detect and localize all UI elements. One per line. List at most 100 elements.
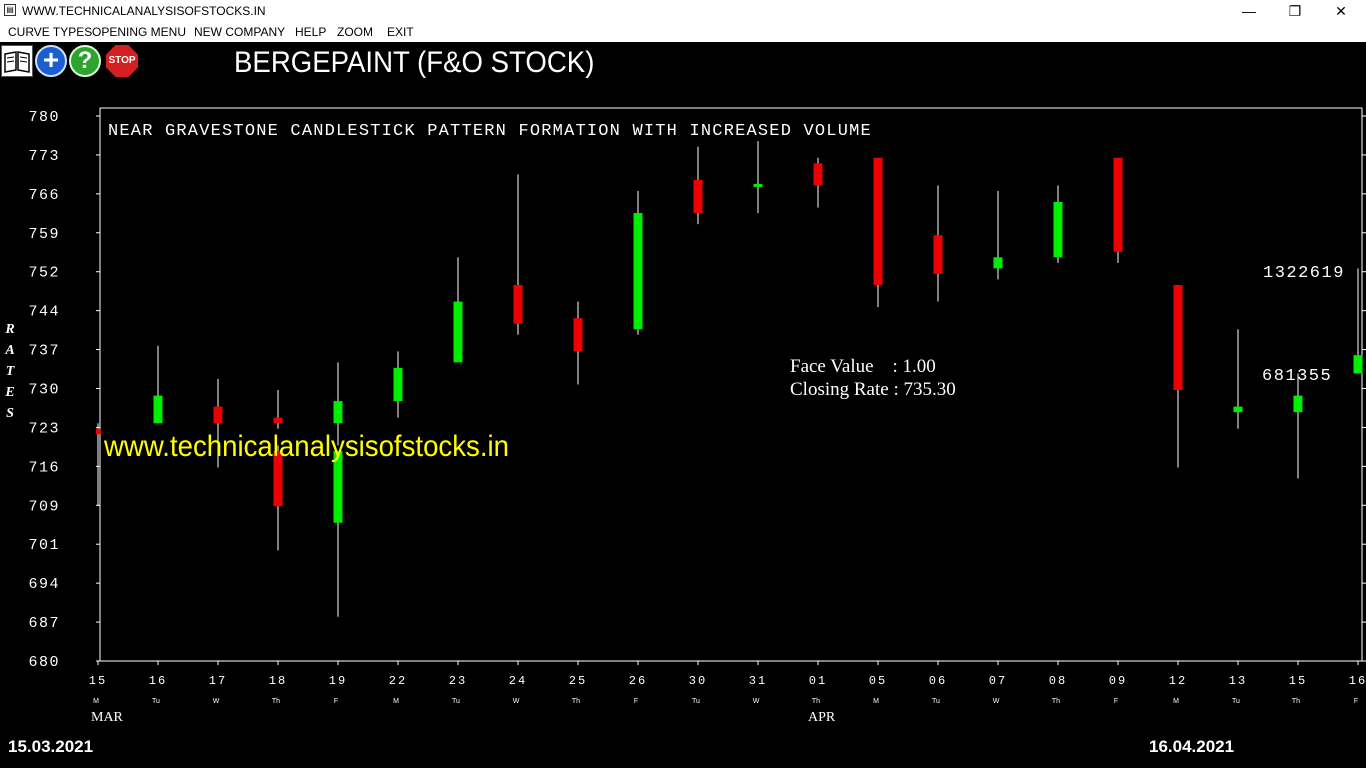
x-tick-weekday-label: M — [1173, 698, 1179, 705]
window-title: WWW.TECHNICALANALYSISOFSTOCKS.IN — [22, 4, 266, 18]
y-tick-label: 730 — [28, 382, 60, 399]
closing-rate: Closing Rate : 735.30 — [790, 379, 956, 400]
stock-info: Face Value : 1.00 Closing Rate : 735.30 — [790, 355, 956, 401]
menu-bar: CURVE TYPES OPENING MENU NEW COMPANY HEL… — [0, 22, 1366, 42]
candle-body-down — [96, 428, 101, 435]
x-tick-weekday-label: W — [513, 698, 520, 705]
y-axis-label-letter: E — [4, 385, 14, 400]
x-tick-weekday-label: Th — [812, 698, 820, 705]
menu-help[interactable]: HELP — [295, 25, 327, 39]
candle-body-down — [513, 284, 523, 324]
y-axis-label-letter: T — [6, 364, 16, 379]
y-axis-label-letter: A — [4, 343, 14, 358]
y-tick-label: 752 — [28, 265, 60, 282]
candle-body-down — [1113, 157, 1123, 252]
plus-icon[interactable]: + — [35, 45, 67, 77]
candle-body-up — [153, 395, 163, 424]
pattern-text: NEAR GRAVESTONE CANDLESTICK PATTERN FORM… — [108, 122, 872, 141]
menu-exit[interactable]: EXIT — [387, 25, 414, 39]
x-tick-weekday-label: Th — [572, 698, 580, 705]
candle-body-up — [1353, 355, 1363, 374]
candle-body-down — [813, 163, 823, 186]
menu-zoom[interactable]: ZOOM — [337, 25, 373, 39]
x-tick-weekday-label: Tu — [932, 698, 940, 705]
y-tick-label: 759 — [28, 226, 60, 243]
x-tick-day-label: 07 — [989, 674, 1007, 688]
candle-body-up — [1233, 406, 1243, 413]
volume-label-low: 681355 — [1262, 367, 1333, 386]
start-date: 15.03.2021 — [8, 737, 94, 756]
website-watermark: www.technicalanalysisofstocks.in — [104, 430, 509, 463]
restore-button[interactable]: ❐ — [1288, 3, 1302, 19]
y-tick-label: 737 — [28, 343, 60, 360]
x-tick-weekday-label: F — [1114, 698, 1118, 705]
x-tick-weekday-label: Tu — [1232, 698, 1240, 705]
candle-body-up — [453, 301, 463, 363]
candle-body-up — [333, 450, 343, 523]
face-value: Face Value : 1.00 — [790, 356, 936, 377]
x-tick-weekday-label: Tu — [692, 698, 700, 705]
menu-new-company[interactable]: NEW COMPANY — [194, 25, 286, 39]
menu-curve-types[interactable]: CURVE TYPES — [8, 25, 93, 39]
candle-body-up — [1053, 202, 1063, 258]
book-icon[interactable] — [1, 45, 33, 77]
x-tick-weekday-label: M — [93, 698, 99, 705]
x-tick-day-label: 25 — [569, 674, 587, 688]
candle-body-down — [1173, 284, 1183, 391]
x-tick-weekday-label: Th — [1292, 698, 1300, 705]
x-tick-day-label: 13 — [1229, 674, 1247, 688]
chart-axes — [99, 107, 1363, 662]
y-tick-label: 716 — [28, 459, 60, 476]
stop-icon[interactable]: STOP — [106, 45, 138, 77]
month-label-apr: APR — [808, 710, 836, 725]
candle-body-down — [693, 179, 703, 214]
help-icon[interactable]: ? — [69, 45, 101, 77]
x-tick-weekday-label: W — [213, 698, 220, 705]
x-tick-day-label: 16 — [149, 674, 167, 688]
menu-opening-menu[interactable]: OPENING MENU — [92, 25, 187, 39]
x-tick-weekday-label: W — [993, 698, 1000, 705]
x-tick-day-label: 16 — [1349, 674, 1366, 688]
x-tick-day-label: 31 — [749, 674, 767, 688]
y-tick-label: 694 — [28, 576, 60, 593]
candle-body-up — [333, 401, 343, 424]
x-tick-weekday-label: F — [334, 698, 338, 705]
x-tick-weekday-label: W — [753, 698, 760, 705]
x-tick-weekday-label: Th — [272, 698, 280, 705]
x-tick-day-label: 09 — [1109, 674, 1127, 688]
y-tick-label: 773 — [28, 148, 60, 165]
candle-body-up — [633, 213, 643, 330]
y-tick-label: 780 — [28, 109, 60, 126]
candle-body-down — [573, 318, 583, 352]
x-tick-day-label: 18 — [269, 674, 287, 688]
close-button[interactable]: ✕ — [1335, 3, 1347, 19]
x-tick-weekday-label: M — [873, 698, 879, 705]
candle-body-down — [273, 450, 283, 507]
stock-title: BERGEPAINT (F&O STOCK) — [234, 46, 595, 79]
x-tick-weekday-label: M — [393, 698, 399, 705]
x-tick-weekday-label: Tu — [152, 698, 160, 705]
y-tick-label: 687 — [28, 615, 60, 632]
x-tick-day-label: 05 — [869, 674, 887, 688]
x-axis-ticks: 15 M 16 Tu 17 W 18 Th 19 F 22 M 23 Tu 24 W 25 Th 26 F 30 Tu 31… — [89, 661, 1366, 725]
x-tick-day-label: 24 — [509, 674, 527, 688]
x-tick-weekday-label: Th — [1052, 698, 1060, 705]
x-tick-day-label: 08 — [1049, 674, 1067, 688]
x-tick-day-label: 22 — [389, 674, 407, 688]
y-tick-label: 766 — [28, 187, 60, 204]
candle-body-up — [993, 257, 1003, 269]
y-axis-label-letter: S — [6, 406, 14, 421]
minimize-button[interactable]: — — [1242, 3, 1256, 19]
candle-body-down — [273, 417, 283, 424]
candle-body-up — [1293, 395, 1303, 413]
month-label-mar: MAR — [91, 710, 124, 725]
x-tick-weekday-label: F — [634, 698, 638, 705]
window-titlebar: ▤ WWW.TECHNICALANALYSISOFSTOCKS.IN — ❐ ✕ — [0, 0, 1366, 22]
candle-body-up — [393, 367, 403, 402]
y-tick-label: 701 — [28, 537, 60, 554]
app-icon: ▤ — [4, 4, 16, 16]
x-tick-day-label: 19 — [329, 674, 347, 688]
candle-body-down — [213, 406, 223, 424]
